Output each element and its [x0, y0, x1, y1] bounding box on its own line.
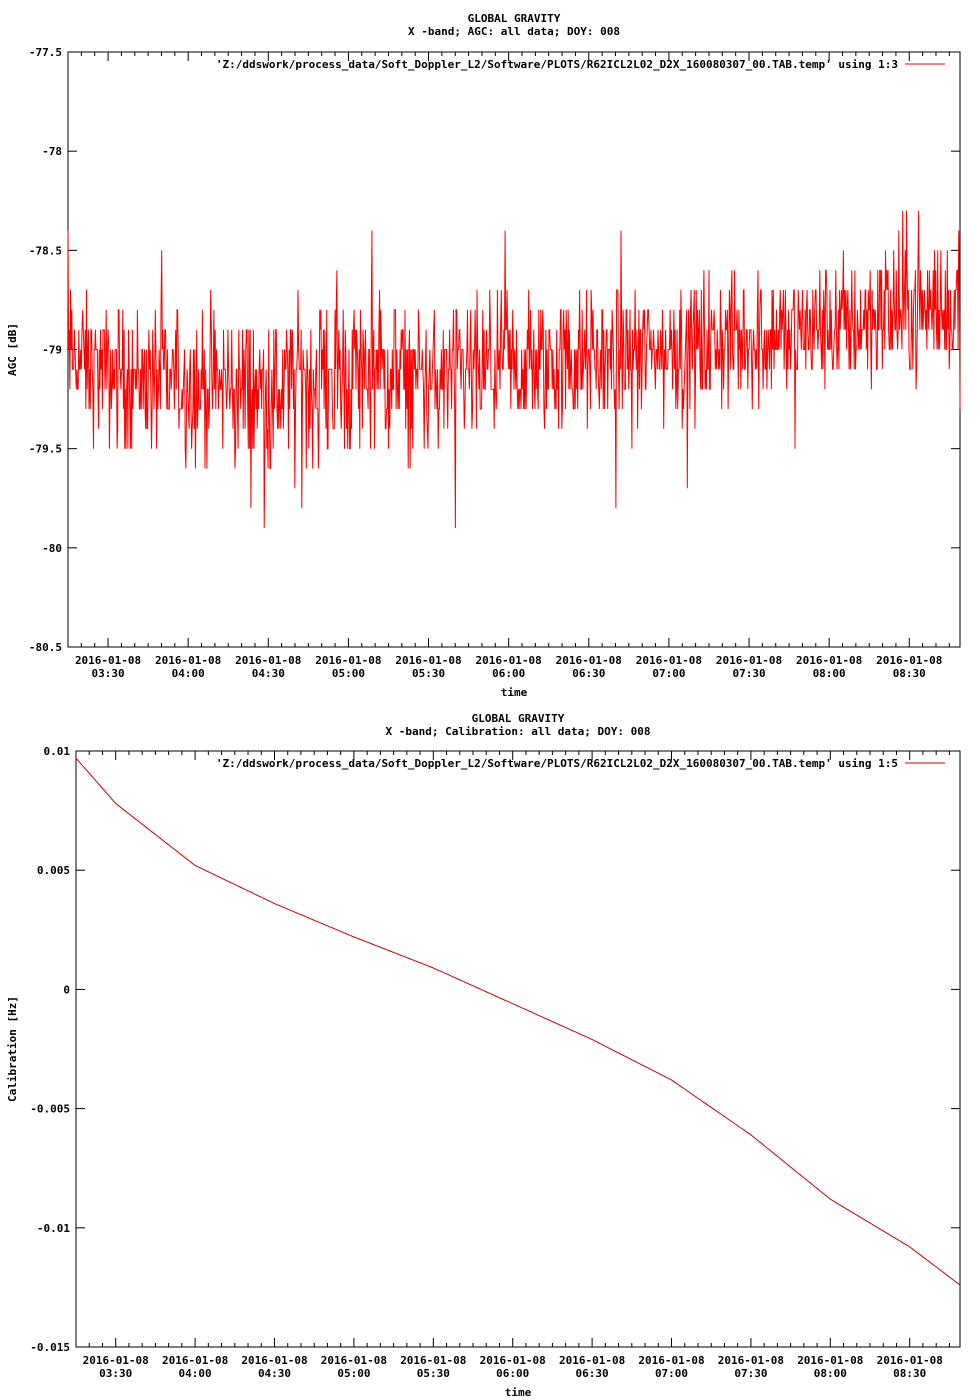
- x-tick-date-label: 2016-01-08: [400, 1354, 466, 1367]
- x-tick-time-label: 05:30: [417, 1367, 450, 1380]
- y-tick-label: -78.5: [29, 244, 62, 257]
- x-tick-date-label: 2016-01-08: [796, 654, 862, 667]
- x-tick-date-label: 2016-01-08: [716, 654, 782, 667]
- chart-subtitle: X -band; Calibration: all data; DOY: 008: [386, 725, 651, 738]
- x-tick-date-label: 2016-01-08: [241, 1354, 307, 1367]
- y-tick-label: 0.01: [44, 745, 71, 758]
- x-tick-time-label: 04:30: [258, 1367, 291, 1380]
- x-tick-date-label: 2016-01-08: [83, 1354, 149, 1367]
- calibration-series-line: [75, 757, 961, 1286]
- y-tick-label: -77.5: [29, 46, 62, 59]
- y-tick-label: -78: [42, 145, 62, 158]
- x-axis-label: time: [501, 686, 528, 699]
- x-tick-time-label: 08:30: [893, 667, 926, 680]
- y-tick-label: -79.5: [29, 443, 62, 456]
- chart-subtitle: X -band; AGC: all data; DOY: 008: [408, 25, 620, 38]
- x-tick-time-label: 08:00: [814, 1367, 847, 1380]
- x-tick-time-label: 05:00: [332, 667, 365, 680]
- x-tick-time-label: 06:00: [492, 667, 525, 680]
- x-tick-time-label: 03:30: [99, 1367, 132, 1380]
- chart-title: GLOBAL GRAVITY: [468, 12, 561, 25]
- x-tick-time-label: 07:00: [652, 667, 685, 680]
- y-axis-label: AGC [dB]: [6, 323, 19, 376]
- x-tick-time-label: 05:30: [412, 667, 445, 680]
- x-tick-time-label: 07:30: [732, 667, 765, 680]
- x-tick-date-label: 2016-01-08: [235, 654, 301, 667]
- x-tick-time-label: 04:30: [252, 667, 285, 680]
- x-tick-time-label: 08:00: [813, 667, 846, 680]
- x-tick-date-label: 2016-01-08: [75, 654, 141, 667]
- x-tick-time-label: 07:00: [655, 1367, 688, 1380]
- plot-frame: [75, 750, 961, 1348]
- x-tick-date-label: 2016-01-08: [476, 654, 542, 667]
- legend-entry: 'Z:/ddswork/process_data/Soft_Doppler_L2…: [216, 757, 898, 770]
- x-tick-date-label: 2016-01-08: [162, 1354, 228, 1367]
- legend-entry: 'Z:/ddswork/process_data/Soft_Doppler_L2…: [216, 58, 898, 71]
- y-tick-label: -80.5: [29, 641, 62, 654]
- x-tick-time-label: 03:30: [91, 667, 124, 680]
- y-tick-label: -0.01: [37, 1222, 70, 1235]
- x-tick-date-label: 2016-01-08: [559, 1354, 625, 1367]
- x-tick-time-label: 06:30: [572, 667, 605, 680]
- x-tick-date-label: 2016-01-08: [556, 654, 622, 667]
- x-tick-date-label: 2016-01-08: [315, 654, 381, 667]
- x-tick-date-label: 2016-01-08: [638, 1354, 704, 1367]
- y-axis-label: Calibration [Hz]: [6, 996, 19, 1102]
- agc-series-line: [67, 210, 961, 529]
- x-tick-date-label: 2016-01-08: [877, 1354, 943, 1367]
- y-tick-label: 0: [63, 983, 70, 996]
- y-tick-label: -80: [42, 542, 62, 555]
- x-tick-time-label: 06:00: [496, 1367, 529, 1380]
- y-tick-label: 0.005: [37, 864, 70, 877]
- x-tick-date-label: 2016-01-08: [321, 1354, 387, 1367]
- x-tick-date-label: 2016-01-08: [480, 1354, 546, 1367]
- y-tick-label: -0.015: [30, 1341, 70, 1354]
- x-tick-date-label: 2016-01-08: [155, 654, 221, 667]
- x-tick-time-label: 07:30: [734, 1367, 767, 1380]
- x-tick-date-label: 2016-01-08: [636, 654, 702, 667]
- x-tick-date-label: 2016-01-08: [797, 1354, 863, 1367]
- x-tick-time-label: 06:30: [576, 1367, 609, 1380]
- x-tick-time-label: 05:00: [337, 1367, 370, 1380]
- x-tick-date-label: 2016-01-08: [718, 1354, 784, 1367]
- x-tick-time-label: 04:00: [179, 1367, 212, 1380]
- x-tick-time-label: 08:30: [893, 1367, 926, 1380]
- x-axis-label: time: [505, 1386, 532, 1399]
- y-tick-label: -0.005: [30, 1103, 70, 1116]
- x-tick-date-label: 2016-01-08: [395, 654, 461, 667]
- x-tick-time-label: 04:00: [172, 667, 205, 680]
- x-tick-date-label: 2016-01-08: [876, 654, 942, 667]
- y-tick-label: -79: [42, 344, 62, 357]
- chart-title: GLOBAL GRAVITY: [472, 712, 565, 725]
